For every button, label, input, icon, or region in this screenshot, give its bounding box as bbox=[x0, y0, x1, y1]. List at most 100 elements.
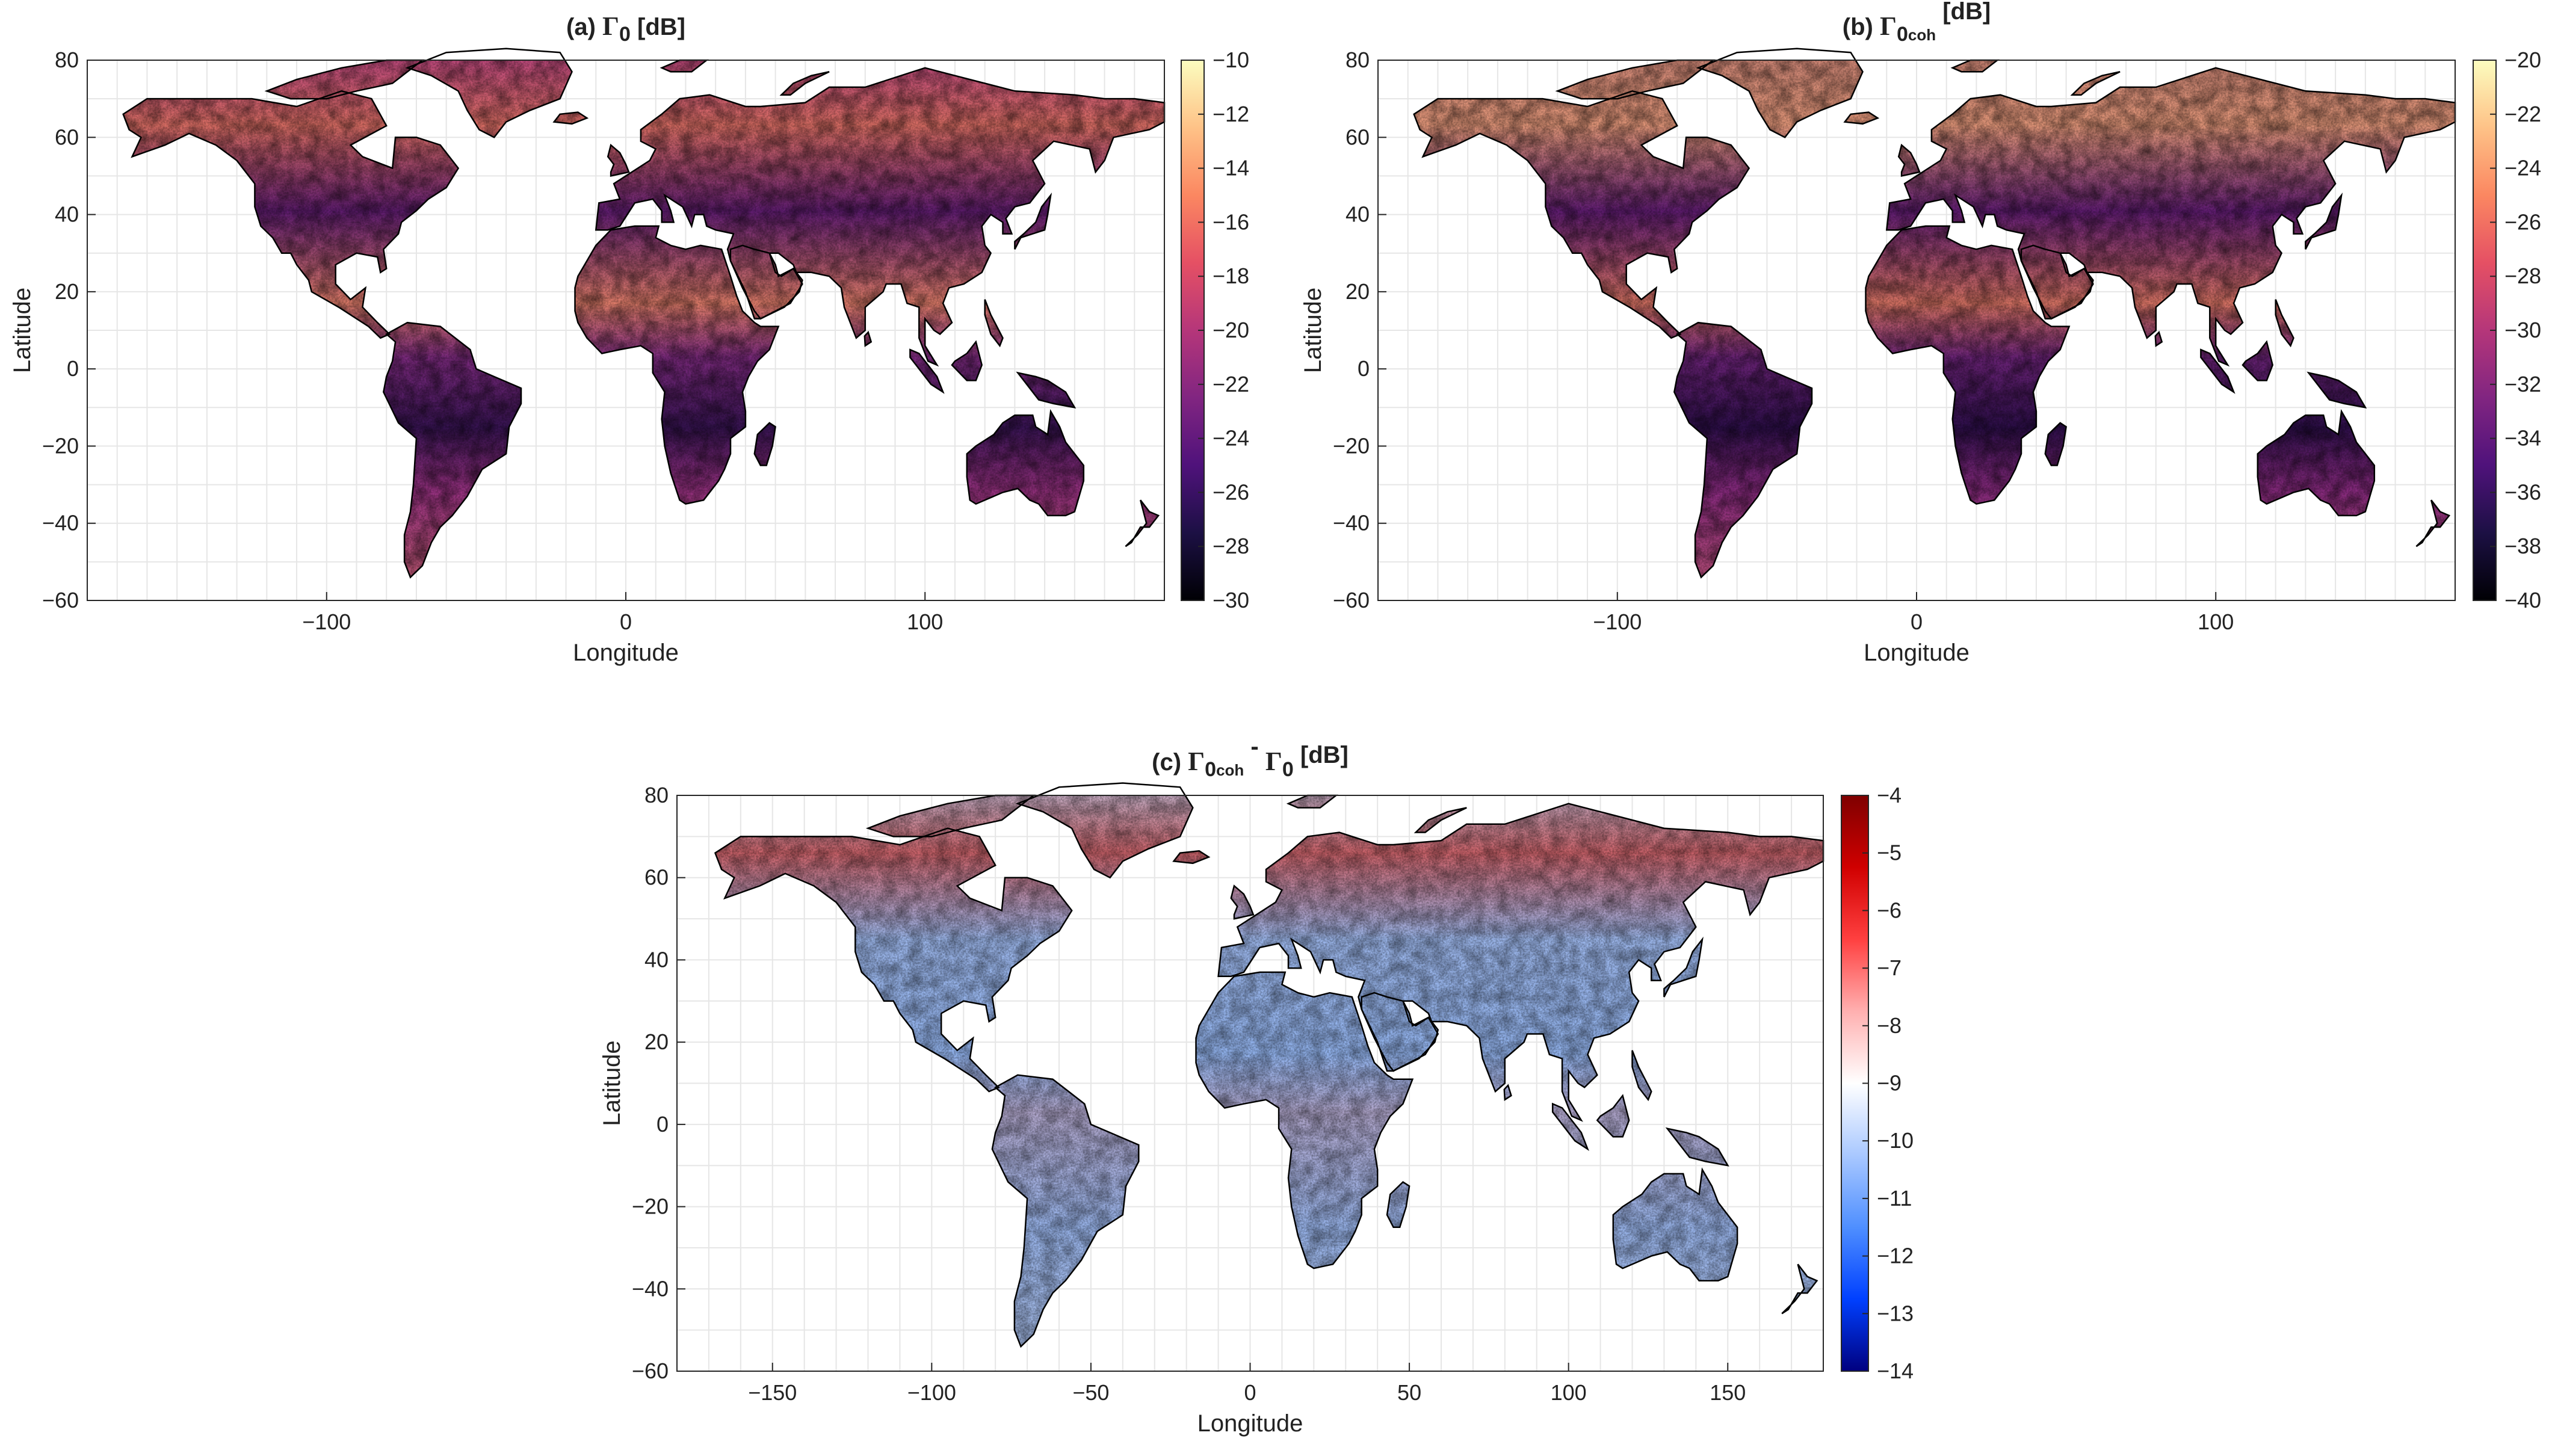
coastline-philippines bbox=[984, 299, 1004, 348]
panel-b-ylabel: Latitude bbox=[1300, 288, 1326, 373]
coastline-britain bbox=[1897, 143, 1921, 177]
colorbar-tick-label: −12 bbox=[1877, 1244, 1914, 1268]
colorbar-tick-label: −13 bbox=[1877, 1301, 1914, 1325]
x-tick-label: −100 bbox=[1593, 609, 1642, 634]
coastline-australia bbox=[966, 409, 1085, 517]
coastline-borneo bbox=[1596, 1094, 1630, 1138]
coastline-eurasia bbox=[595, 67, 1166, 367]
coastline-novaya-zemlya bbox=[2070, 70, 2121, 96]
y-tick-label: 80 bbox=[1346, 48, 1370, 72]
coastline-south-america bbox=[382, 321, 522, 579]
coastline-new-zealand bbox=[2415, 499, 2451, 548]
coastline-philippines bbox=[1631, 1050, 1652, 1102]
panel-a-xticks: −100 0 100 bbox=[302, 592, 943, 634]
y-tick-label: −60 bbox=[632, 1359, 669, 1383]
coastline-madagascar bbox=[1386, 1181, 1410, 1229]
panel-a-title: (a) Γ0 [dB] bbox=[566, 11, 685, 46]
x-tick-label: 100 bbox=[1551, 1380, 1587, 1405]
y-tick-label: −20 bbox=[42, 433, 79, 458]
coastline-britain bbox=[1230, 884, 1255, 920]
colorbar-tick-label: −7 bbox=[1877, 955, 1902, 980]
x-tick-label: 150 bbox=[1710, 1380, 1746, 1405]
panel-a-title-text: (a) Γ0 [dB] bbox=[566, 11, 685, 46]
colorbar-tick-label: −20 bbox=[2504, 48, 2541, 72]
coastline-japan bbox=[1014, 192, 1052, 250]
colorbar-tick-label: −12 bbox=[1213, 102, 1249, 126]
coastline-africa bbox=[1865, 225, 2071, 505]
colorbar-tick-label: −26 bbox=[1213, 480, 1249, 504]
x-tick-label: 50 bbox=[1397, 1380, 1421, 1405]
x-tick-label: 100 bbox=[907, 609, 943, 634]
colorbar-tick-label: −22 bbox=[1213, 372, 1249, 396]
coastline-arctic-islands bbox=[865, 794, 1036, 838]
coastline-africa bbox=[574, 225, 780, 505]
coastline-africa bbox=[1195, 971, 1414, 1269]
coastline-borneo bbox=[2242, 340, 2274, 381]
y-tick-label: 60 bbox=[1346, 125, 1370, 149]
coastline-arctic-islands bbox=[264, 59, 425, 100]
coastline-new-guinea bbox=[1016, 371, 1077, 409]
coastline-new-zealand bbox=[1125, 499, 1160, 548]
panel-c-xlabel: Longitude bbox=[1197, 1410, 1303, 1437]
x-tick-label: 0 bbox=[620, 609, 632, 634]
y-tick-label: −40 bbox=[42, 511, 79, 535]
coastline-arctic-islands bbox=[1555, 59, 1716, 100]
colorbar-tick-label: −18 bbox=[1213, 264, 1249, 288]
y-tick-label: 80 bbox=[55, 48, 79, 72]
colorbar-tick-label: −24 bbox=[2504, 156, 2541, 180]
coastline-australia bbox=[2257, 409, 2376, 517]
colorbar-tick-label: −40 bbox=[2504, 588, 2541, 612]
colorbar-tick-label: −6 bbox=[1877, 898, 1902, 922]
coastline-arabia bbox=[729, 244, 803, 320]
coastline-greenland bbox=[1696, 48, 1864, 138]
coastline-iceland bbox=[1843, 111, 1880, 125]
colorbar-tick-label: −10 bbox=[1213, 48, 1249, 72]
coastline-svalbard bbox=[1286, 794, 1339, 809]
colorbar-tick-label: −30 bbox=[1213, 588, 1249, 612]
coastline-iceland bbox=[1172, 850, 1211, 865]
coastline-svalbard bbox=[660, 59, 709, 73]
x-tick-label: −150 bbox=[748, 1380, 797, 1405]
y-tick-label: −20 bbox=[1333, 433, 1370, 458]
colorbar-tick-label: −8 bbox=[1877, 1013, 1902, 1038]
colorbar-tick-label: −38 bbox=[2504, 534, 2541, 558]
panel-c-axes: −150 −100 −50 0 50 100 150 80 60 40 20 0 −20 −40 −60 Lo… bbox=[599, 782, 1824, 1437]
y-tick-label: 20 bbox=[1346, 279, 1370, 304]
x-tick-label: −50 bbox=[1072, 1380, 1109, 1405]
y-tick-label: 40 bbox=[55, 202, 79, 227]
y-tick-label: 20 bbox=[644, 1029, 669, 1054]
coastline-svalbard bbox=[1950, 59, 2000, 73]
y-tick-label: 40 bbox=[644, 947, 669, 972]
coastline-arabia bbox=[2020, 244, 2094, 320]
coastline-south-america bbox=[991, 1074, 1140, 1348]
coastline-north-america bbox=[122, 90, 460, 339]
colorbar-tick-label: −14 bbox=[1213, 156, 1249, 180]
panel-c-yticks: 80 60 40 20 0 −20 −40 −60 bbox=[632, 783, 685, 1383]
colorbar-tick-label: −26 bbox=[2504, 209, 2541, 234]
y-tick-label: −40 bbox=[1333, 511, 1370, 535]
x-tick-label: 0 bbox=[1244, 1380, 1256, 1405]
coastline-sri-lanka bbox=[1503, 1084, 1512, 1102]
panel-a-axes: −100 0 100 80 60 40 20 0 −20 −40 −60 Longitude Latit… bbox=[9, 48, 1166, 666]
panel-c-colorbar: −4 −5 −6 −7 −8 −9 −10 −11 −12 −13 −14 bbox=[1841, 783, 1914, 1383]
panel-b: (b) Γ0coh [dB] −100 0 100 80 60 40 20 0 −20 −40 −6… bbox=[1300, 0, 2541, 666]
coastline-new-guinea bbox=[1665, 1127, 1729, 1167]
colorbar-tick-label: −5 bbox=[1877, 841, 1902, 865]
panel-c-xticks: −150 −100 −50 0 50 100 150 bbox=[748, 1363, 1746, 1405]
colorbar-tick-label: −14 bbox=[1877, 1359, 1914, 1383]
colorbar-tick-label: −36 bbox=[2504, 480, 2541, 504]
coastline-south-america bbox=[1673, 321, 1813, 579]
colorbar-tick-label: −24 bbox=[1213, 426, 1249, 451]
y-tick-label: 80 bbox=[644, 783, 669, 807]
colorbar-tick-label: −30 bbox=[2504, 318, 2541, 342]
coastline-madagascar bbox=[2044, 422, 2067, 466]
coastline-novaya-zemlya bbox=[779, 70, 830, 96]
coastline-sumatra bbox=[1551, 1102, 1589, 1152]
y-tick-label: 40 bbox=[1346, 202, 1370, 227]
x-tick-label: 100 bbox=[2198, 609, 2234, 634]
panel-c-title: (c) Γ0coh - Γ0 [dB] bbox=[1152, 733, 1349, 781]
y-tick-label: −60 bbox=[1333, 588, 1370, 612]
colorbar-tick-label: −11 bbox=[1877, 1186, 1912, 1211]
colorbar-tick-label: −9 bbox=[1877, 1071, 1902, 1096]
